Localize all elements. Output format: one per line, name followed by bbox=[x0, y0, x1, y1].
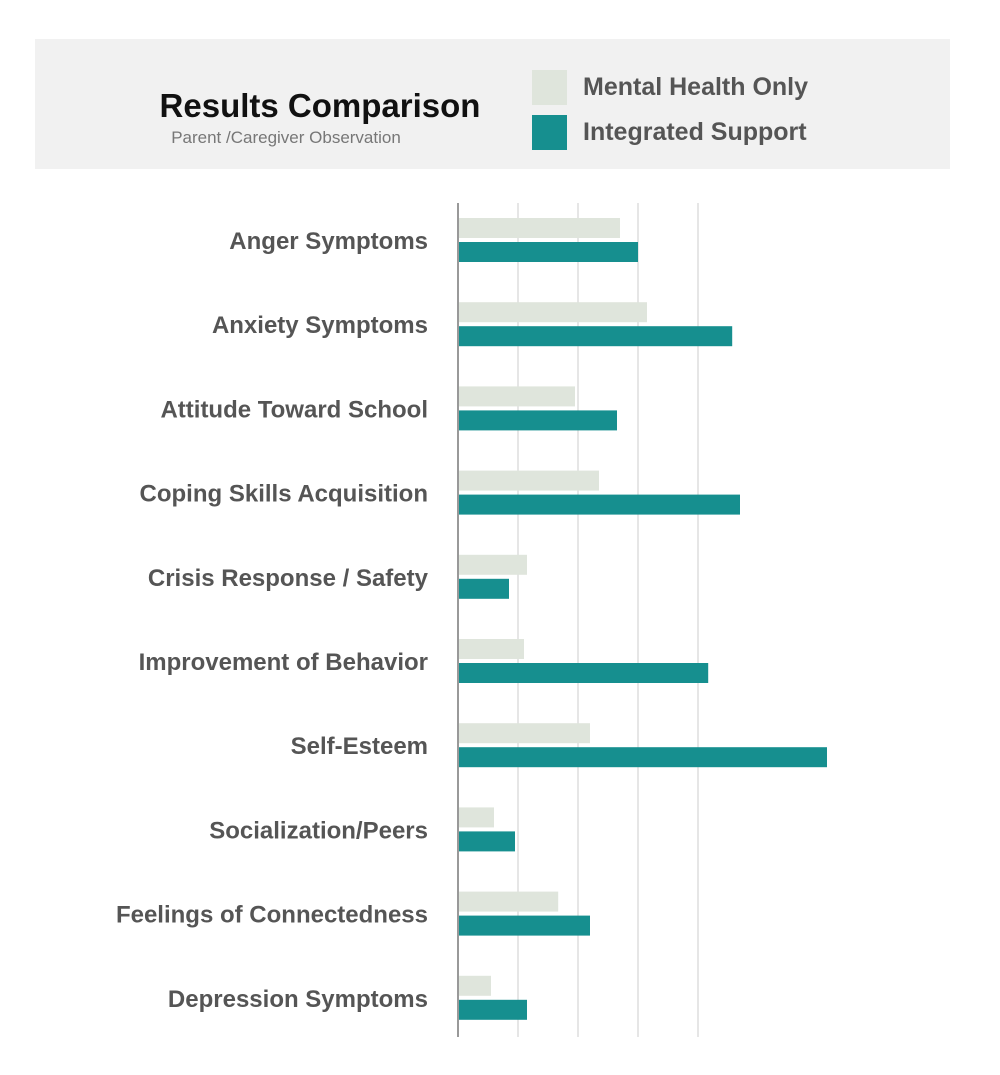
category-label-feelings-of-connectedness: Feelings of Connectedness bbox=[116, 902, 428, 929]
chart-title: Results Comparison bbox=[159, 87, 481, 124]
category-label-depression-symptoms: Depression Symptoms bbox=[168, 986, 428, 1013]
bar-improvement-of-behavior-mental-health-only bbox=[458, 639, 524, 659]
bar-coping-skills-acquisition-mental-health-only bbox=[458, 470, 599, 491]
bar-anxiety-symptoms-integrated-support bbox=[458, 326, 733, 347]
legend-label-integrated-support: Integrated Support bbox=[583, 117, 807, 146]
category-label-coping-skills-acquisition: Coping Skills Acquisition bbox=[140, 481, 428, 508]
bar-attitude-toward-school-mental-health-only bbox=[458, 386, 575, 407]
legend-swatch-integrated-support bbox=[532, 114, 567, 150]
bar-feelings-of-connectedness-integrated-support bbox=[458, 915, 590, 936]
category-label-socialization-peers: Socialization/Peers bbox=[209, 817, 428, 844]
bar-depression-symptoms-mental-health-only bbox=[458, 975, 491, 996]
bar-crisis-response-safety-mental-health-only bbox=[458, 554, 527, 575]
bar-socialization-peers-mental-health-only bbox=[458, 807, 494, 828]
category-label-attitude-toward-school: Attitude Toward School bbox=[160, 396, 428, 423]
category-label-improvement-of-behavior: Improvement of Behavior bbox=[139, 649, 428, 676]
bar-crisis-response-safety-integrated-support bbox=[458, 578, 509, 599]
bar-socialization-peers-integrated-support bbox=[458, 831, 515, 852]
chart-subtitle: Parent /Caregiver Observation bbox=[171, 128, 401, 147]
bar-anger-symptoms-integrated-support bbox=[458, 242, 638, 262]
legend-item-integrated-support: Integrated Support bbox=[532, 114, 807, 150]
bar-improvement-of-behavior-integrated-support bbox=[458, 663, 709, 683]
category-label-self-esteem: Self-Esteem bbox=[291, 733, 428, 760]
category-label-crisis-response-safety: Crisis Response / Safety bbox=[148, 565, 429, 592]
bar-depression-symptoms-integrated-support bbox=[458, 999, 527, 1020]
bar-anger-symptoms-mental-health-only bbox=[458, 218, 620, 238]
bar-self-esteem-mental-health-only bbox=[458, 723, 590, 744]
chart-header: Results Comparison Parent /Caregiver Obs… bbox=[35, 39, 950, 169]
legend-swatch-mental-health-only bbox=[532, 69, 567, 105]
category-label-anxiety-symptoms: Anxiety Symptoms bbox=[212, 312, 428, 339]
legend-label-mental-health-only: Mental Health Only bbox=[583, 72, 809, 101]
bar-anxiety-symptoms-mental-health-only bbox=[458, 302, 647, 323]
bar-coping-skills-acquisition-integrated-support bbox=[458, 494, 740, 515]
bar-feelings-of-connectedness-mental-health-only bbox=[458, 891, 559, 912]
legend-item-mental-health-only: Mental Health Only bbox=[532, 69, 808, 105]
bar-self-esteem-integrated-support bbox=[458, 747, 827, 768]
bar-attitude-toward-school-integrated-support bbox=[458, 410, 617, 431]
category-label-anger-symptoms: Anger Symptoms bbox=[229, 228, 428, 255]
